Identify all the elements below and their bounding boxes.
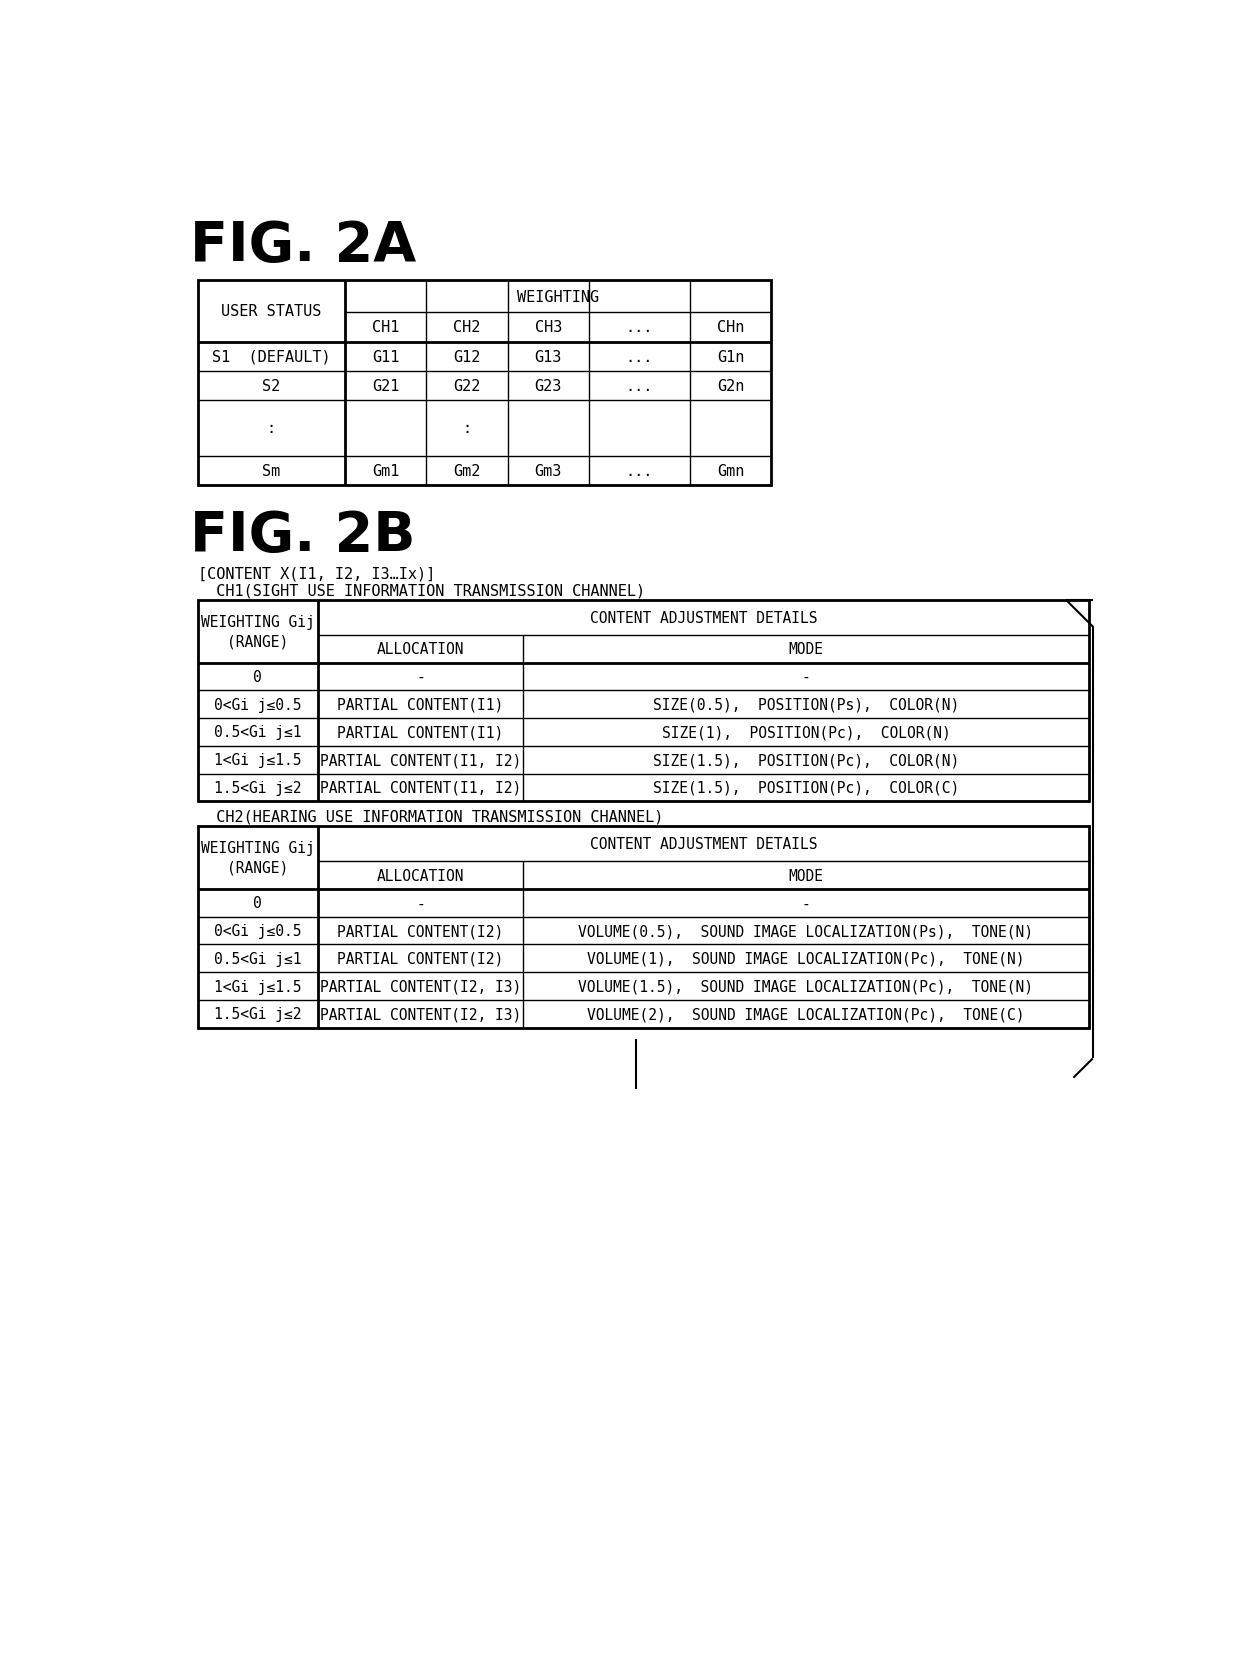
Text: PARTIAL CONTENT(I2, I3): PARTIAL CONTENT(I2, I3) (320, 1007, 521, 1022)
Text: VOLUME(0.5),  SOUND IMAGE LOCALIZATION(Ps),  TONE(N): VOLUME(0.5), SOUND IMAGE LOCALIZATION(Ps… (579, 923, 1033, 939)
Text: G13: G13 (534, 350, 562, 365)
Text: ...: ... (626, 320, 653, 335)
Text: G1n: G1n (717, 350, 744, 365)
Text: VOLUME(1),  SOUND IMAGE LOCALIZATION(Pc),  TONE(N): VOLUME(1), SOUND IMAGE LOCALIZATION(Pc),… (588, 952, 1024, 967)
Text: -: - (417, 895, 425, 910)
Text: MODE: MODE (789, 868, 823, 883)
Text: ALLOCATION: ALLOCATION (377, 868, 464, 883)
Text: PARTIAL CONTENT(I1, I2): PARTIAL CONTENT(I1, I2) (320, 753, 521, 768)
Text: 1<Gi j≤1.5: 1<Gi j≤1.5 (215, 753, 301, 768)
Bar (197, 826, 1089, 1027)
Text: S1  (DEFAULT): S1 (DEFAULT) (212, 350, 331, 365)
Text: CH2(HEARING USE INFORMATION TRANSMISSION CHANNEL): CH2(HEARING USE INFORMATION TRANSMISSION… (197, 810, 663, 825)
Text: :: : (267, 422, 275, 437)
Text: G11: G11 (372, 350, 399, 365)
Text: CH1(SIGHT USE INFORMATION TRANSMISSION CHANNEL): CH1(SIGHT USE INFORMATION TRANSMISSION C… (197, 584, 645, 599)
Bar (197, 281, 771, 485)
Text: CHn: CHn (717, 320, 744, 335)
Text: 0<Gi j≤0.5: 0<Gi j≤0.5 (215, 698, 301, 713)
Text: CONTENT ADJUSTMENT DETAILS: CONTENT ADJUSTMENT DETAILS (589, 611, 817, 626)
Text: 0: 0 (253, 669, 262, 684)
Text: PARTIAL CONTENT(I2, I3): PARTIAL CONTENT(I2, I3) (320, 979, 521, 994)
Text: S2: S2 (262, 378, 280, 393)
Text: G22: G22 (454, 378, 481, 393)
Text: PARTIAL CONTENT(I1): PARTIAL CONTENT(I1) (337, 698, 503, 713)
Text: ...: ... (626, 378, 653, 393)
Text: 0.5<Gi j≤1: 0.5<Gi j≤1 (215, 952, 301, 967)
Text: Gm1: Gm1 (372, 463, 399, 478)
Text: -: - (417, 669, 425, 684)
Text: USER STATUS: USER STATUS (221, 304, 321, 320)
Text: FIG. 2A: FIG. 2A (190, 219, 417, 273)
Text: PARTIAL CONTENT(I2): PARTIAL CONTENT(I2) (337, 923, 503, 939)
Text: PARTIAL CONTENT(I2): PARTIAL CONTENT(I2) (337, 952, 503, 967)
Text: SIZE(0.5),  POSITION(Ps),  COLOR(N): SIZE(0.5), POSITION(Ps), COLOR(N) (653, 698, 959, 713)
Text: VOLUME(1.5),  SOUND IMAGE LOCALIZATION(Pc),  TONE(N): VOLUME(1.5), SOUND IMAGE LOCALIZATION(Pc… (579, 979, 1033, 994)
Text: PARTIAL CONTENT(I1, I2): PARTIAL CONTENT(I1, I2) (320, 780, 521, 795)
Text: SIZE(1),  POSITION(Pc),  COLOR(N): SIZE(1), POSITION(Pc), COLOR(N) (662, 724, 950, 739)
Text: VOLUME(2),  SOUND IMAGE LOCALIZATION(Pc),  TONE(C): VOLUME(2), SOUND IMAGE LOCALIZATION(Pc),… (588, 1007, 1024, 1022)
Text: MODE: MODE (789, 642, 823, 657)
Text: -: - (801, 669, 811, 684)
Text: 0<Gi j≤0.5: 0<Gi j≤0.5 (215, 923, 301, 939)
Text: Sm: Sm (262, 463, 280, 478)
Text: SIZE(1.5),  POSITION(Pc),  COLOR(C): SIZE(1.5), POSITION(Pc), COLOR(C) (653, 780, 959, 795)
Text: WEIGHTING Gij
(RANGE): WEIGHTING Gij (RANGE) (201, 840, 315, 875)
Text: Gm3: Gm3 (534, 463, 562, 478)
Text: G12: G12 (454, 350, 481, 365)
Text: [CONTENT X(I1, I2, I3…Ix)]: [CONTENT X(I1, I2, I3…Ix)] (197, 565, 435, 581)
Text: Gm2: Gm2 (454, 463, 481, 478)
Text: 0: 0 (253, 895, 262, 910)
Text: WEIGHTING Gij
(RANGE): WEIGHTING Gij (RANGE) (201, 614, 315, 649)
Text: CH1: CH1 (372, 320, 399, 335)
Text: ...: ... (626, 463, 653, 478)
Text: CONTENT ADJUSTMENT DETAILS: CONTENT ADJUSTMENT DETAILS (589, 836, 817, 852)
Text: PARTIAL CONTENT(I1): PARTIAL CONTENT(I1) (337, 724, 503, 739)
Text: FIG. 2B: FIG. 2B (190, 509, 415, 562)
Text: CH2: CH2 (454, 320, 481, 335)
Text: ...: ... (626, 350, 653, 365)
Text: :: : (463, 422, 471, 437)
Text: G21: G21 (372, 378, 399, 393)
Text: CH3: CH3 (534, 320, 562, 335)
Text: SIZE(1.5),  POSITION(Pc),  COLOR(N): SIZE(1.5), POSITION(Pc), COLOR(N) (653, 753, 959, 768)
Text: 1.5<Gi j≤2: 1.5<Gi j≤2 (215, 1007, 301, 1022)
Text: Gmn: Gmn (717, 463, 744, 478)
Text: 0.5<Gi j≤1: 0.5<Gi j≤1 (215, 724, 301, 739)
Text: WEIGHTING: WEIGHTING (517, 289, 599, 304)
Text: -: - (801, 895, 811, 910)
Text: G2n: G2n (717, 378, 744, 393)
Bar (197, 601, 1089, 801)
Text: 1.5<Gi j≤2: 1.5<Gi j≤2 (215, 780, 301, 795)
Text: 1<Gi j≤1.5: 1<Gi j≤1.5 (215, 979, 301, 994)
Text: ALLOCATION: ALLOCATION (377, 642, 464, 657)
Text: G23: G23 (534, 378, 562, 393)
